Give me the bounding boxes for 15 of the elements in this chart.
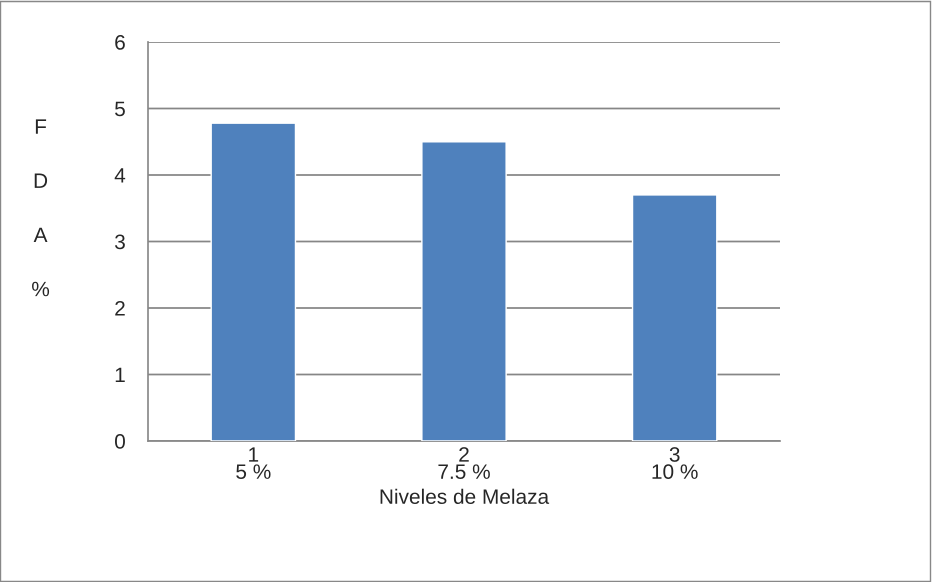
y-tick-label: 3: [114, 234, 125, 250]
x-tick-label: 3 10 %: [652, 447, 698, 480]
y-tick-label: 0: [115, 434, 125, 449]
y-tick-label: 1: [116, 368, 125, 382]
y-tick-label: 4: [114, 168, 126, 183]
text: F D A %: [32, 119, 50, 296]
x-tick-label: 1 5 %: [236, 447, 271, 480]
x-axis-title: Niveles de Melaza: [380, 488, 550, 504]
y-tick-label: 5: [115, 102, 125, 116]
x-tick-label: 2 7.5 %: [438, 447, 490, 480]
y-tick-label: 6: [115, 35, 125, 50]
bar: [210, 122, 296, 441]
y-tick-label: 2: [115, 301, 125, 316]
bar: [632, 194, 718, 441]
bar: [421, 141, 507, 441]
